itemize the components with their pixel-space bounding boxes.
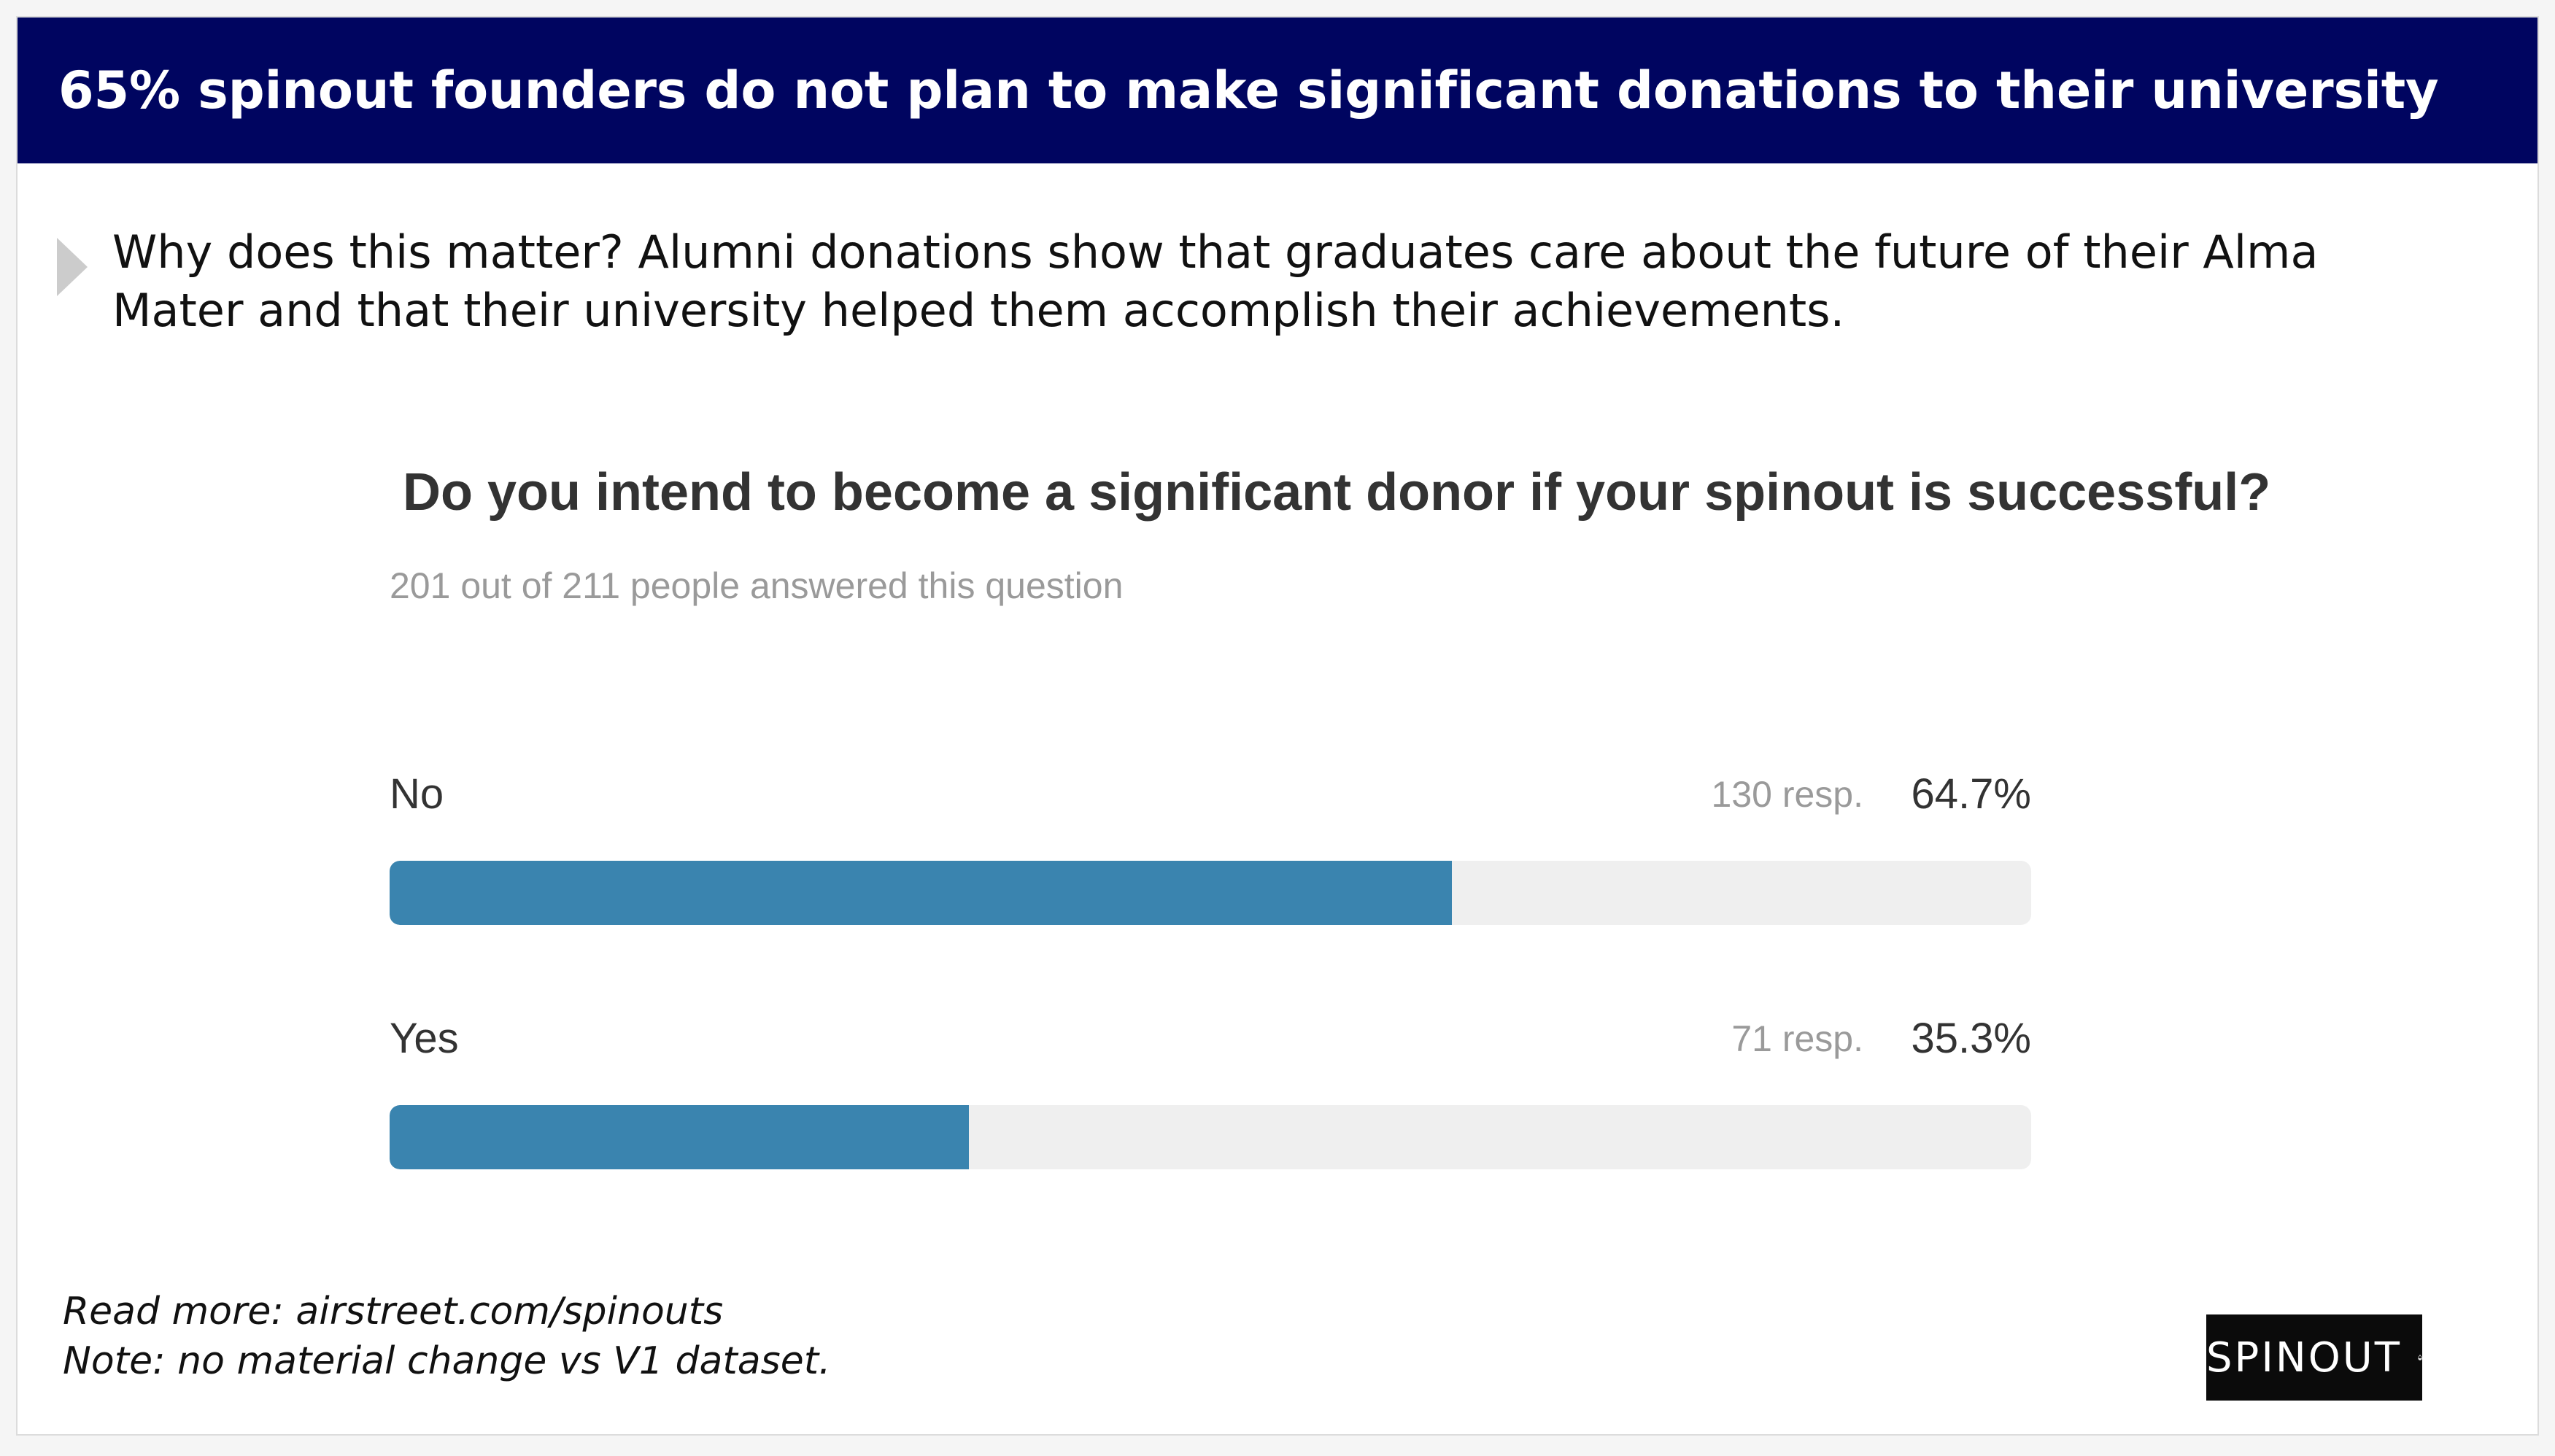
bar-track (390, 861, 2031, 925)
spinout-logo: SPINOUT (2206, 1314, 2422, 1401)
answered-count: 201 out of 211 people answered this ques… (390, 565, 1124, 606)
option-responses: 130 resp. (1711, 774, 1863, 815)
option-label: Yes (390, 1015, 459, 1062)
header-banner: 65% spinout founders do not plan to make… (18, 18, 2537, 163)
note-text: Note: no material change vs V1 dataset. (63, 1339, 831, 1383)
callout: Why does this matter? Alumni donations s… (57, 223, 2377, 340)
drop-icon (2418, 1355, 2422, 1360)
bar-fill-no (390, 861, 1452, 925)
bar-track (390, 1105, 2031, 1169)
logo-text: SPINOUT (2206, 1333, 2402, 1382)
survey-question: Do you intend to become a significant do… (403, 463, 2271, 522)
option-percent: 64.7% (1911, 770, 2031, 818)
read-more-text: Read more: airstreet.com/spinouts (63, 1290, 724, 1333)
page-title: 65% spinout founders do not plan to make… (58, 61, 2439, 120)
callout-text: Why does this matter? Alumni donations s… (112, 225, 2319, 337)
option-no: No 130 resp. 64.7% (390, 769, 2031, 925)
bar-fill-yes (390, 1105, 970, 1169)
option-yes: Yes 71 resp. 35.3% (390, 1013, 2031, 1169)
option-responses: 71 resp. (1731, 1018, 1863, 1059)
slide: 65% spinout founders do not plan to make… (16, 16, 2539, 1436)
triangle-bullet-icon (57, 238, 88, 296)
option-percent: 35.3% (1911, 1015, 2031, 1062)
option-label: No (390, 770, 444, 818)
footer-notes: Read more: airstreet.com/spinouts Note: … (63, 1287, 831, 1386)
